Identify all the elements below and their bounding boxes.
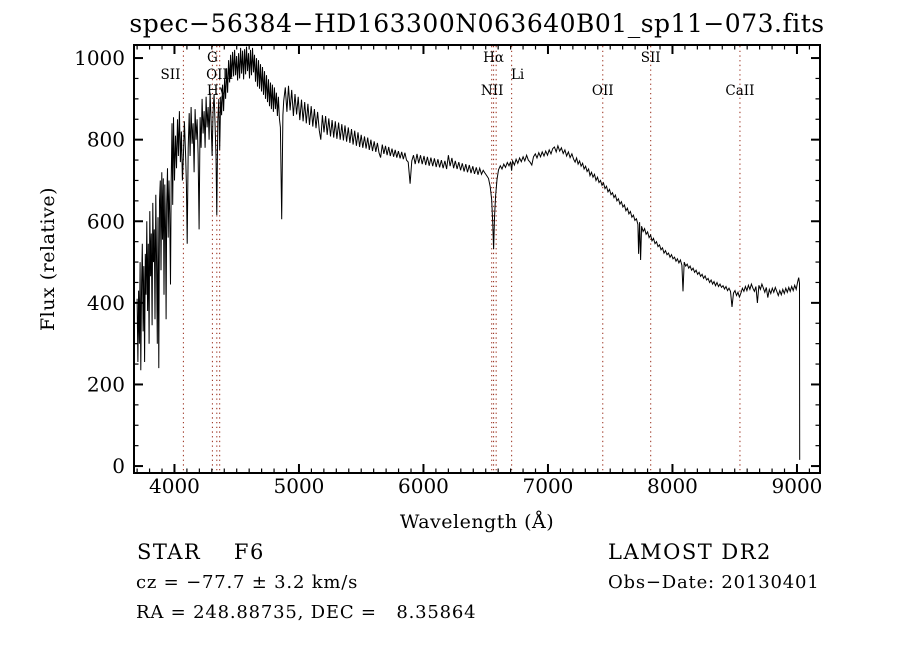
spectral-line-label: Hα — [483, 50, 504, 66]
radial-velocity-text: cz = −77.7 ± 3.2 km/s — [136, 572, 359, 593]
spectral-line-label: Li — [511, 67, 525, 83]
spectral-line-label: CaII — [725, 83, 754, 99]
x-tick-label: 5000 — [274, 474, 325, 498]
y-tick-label: 400 — [87, 291, 125, 315]
ra-dec-text: RA = 248.88735, DEC = 8.35864 — [136, 602, 477, 623]
classification-text: STAR F6 — [137, 540, 265, 564]
y-axis-label: Flux (relative) — [37, 187, 59, 331]
y-tick-label: 1000 — [74, 46, 125, 70]
spectrum-line — [136, 46, 801, 460]
x-tick-label: 7000 — [523, 474, 574, 498]
x-axis-label: Wavelength (Å) — [400, 511, 554, 533]
y-tick-label: 0 — [112, 454, 125, 478]
y-tick-label: 200 — [87, 372, 125, 396]
spectral-line-label: OII — [592, 83, 614, 99]
obs-date-text: Obs−Date: 20130401 — [608, 572, 820, 593]
x-tick-label: 9000 — [772, 474, 823, 498]
y-tick-label: 800 — [87, 128, 125, 152]
x-tick-label: 4000 — [149, 474, 200, 498]
spectral-line-label: OIII — [206, 67, 233, 83]
plot-frame — [133, 44, 821, 474]
x-tick-label: 6000 — [398, 474, 449, 498]
y-tick-label: 600 — [87, 209, 125, 233]
x-tick-label: 8000 — [647, 474, 698, 498]
spectral-line-label: SII — [641, 50, 661, 66]
spectral-line-label: NII — [481, 83, 503, 99]
survey-text: LAMOST DR2 — [608, 540, 772, 564]
spectral-line-label: G — [207, 50, 218, 66]
spectral-line-label: SII — [161, 67, 181, 83]
spectral-line-label: Hγ — [207, 83, 227, 99]
plot-title: spec−56384−HD163300N063640B01_sp11−073.f… — [129, 9, 825, 38]
